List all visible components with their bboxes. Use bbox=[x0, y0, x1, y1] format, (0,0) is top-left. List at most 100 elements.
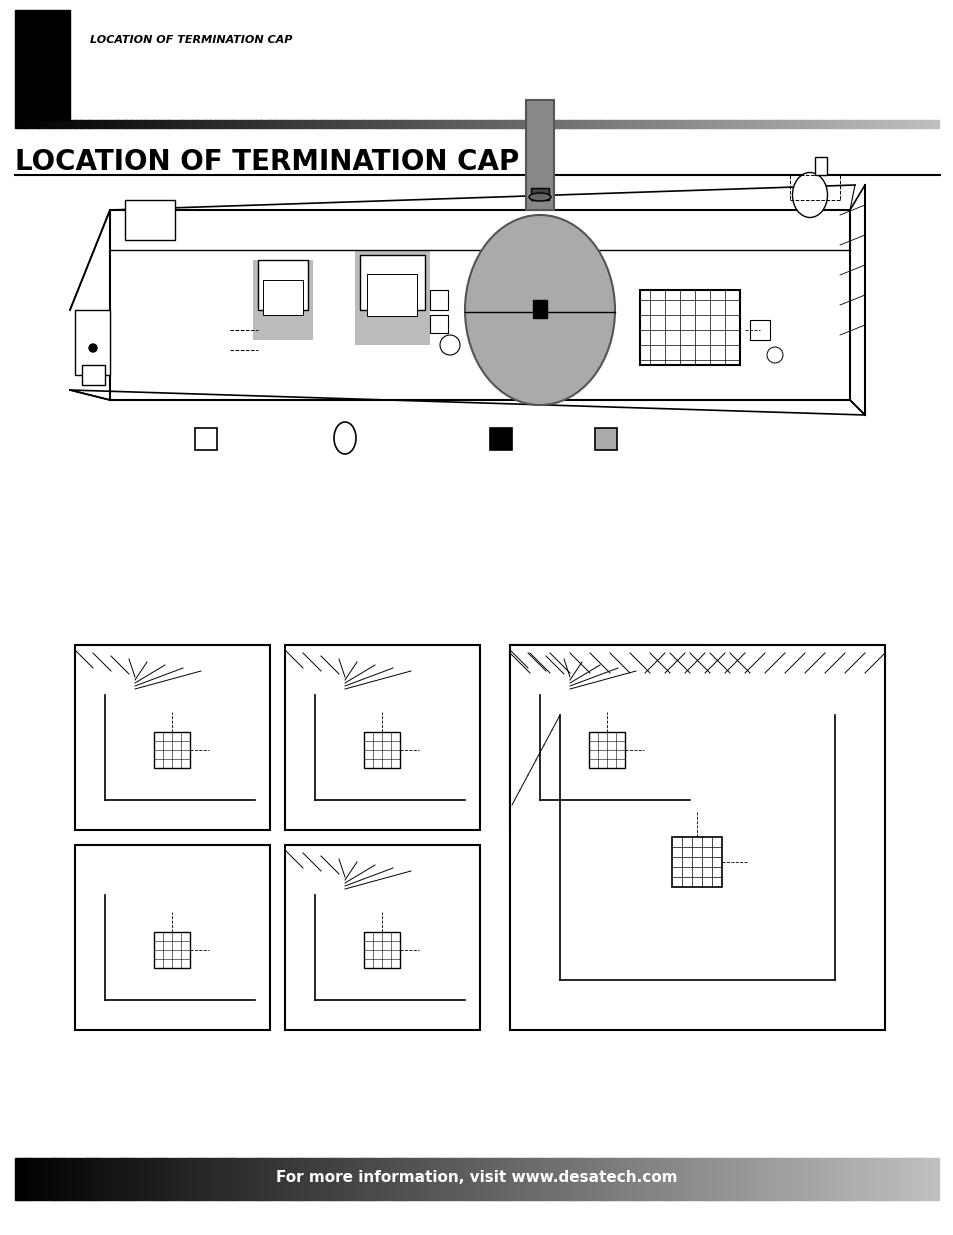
Bar bbox=[639, 290, 740, 366]
Bar bbox=[867, 1158, 871, 1200]
Bar bbox=[38, 120, 43, 128]
Bar bbox=[698, 1158, 700, 1200]
Bar bbox=[580, 1158, 583, 1200]
Bar bbox=[404, 1158, 408, 1200]
Bar bbox=[571, 1158, 575, 1200]
Bar bbox=[432, 1158, 436, 1200]
Bar bbox=[36, 1158, 40, 1200]
Bar bbox=[117, 120, 122, 128]
Bar bbox=[349, 1158, 352, 1200]
Bar bbox=[224, 120, 229, 128]
Bar bbox=[720, 120, 725, 128]
Bar bbox=[701, 120, 706, 128]
Bar bbox=[728, 1158, 732, 1200]
Bar bbox=[410, 1158, 414, 1200]
Bar bbox=[803, 120, 809, 128]
Bar bbox=[583, 1158, 587, 1200]
Bar bbox=[364, 1158, 368, 1200]
Bar bbox=[459, 1158, 463, 1200]
Bar bbox=[546, 1158, 550, 1200]
Bar bbox=[65, 1158, 68, 1200]
Bar bbox=[163, 1158, 167, 1200]
Bar bbox=[671, 837, 721, 887]
Bar bbox=[462, 1158, 466, 1200]
Bar bbox=[915, 120, 920, 128]
Bar bbox=[533, 300, 546, 317]
Bar bbox=[775, 1158, 778, 1200]
Bar bbox=[892, 120, 897, 128]
Bar bbox=[266, 120, 271, 128]
Bar bbox=[688, 1158, 692, 1200]
Bar bbox=[30, 1158, 34, 1200]
Bar bbox=[287, 1158, 291, 1200]
Bar bbox=[641, 1158, 645, 1200]
Bar bbox=[503, 1158, 506, 1200]
Bar bbox=[753, 120, 758, 128]
Bar bbox=[127, 120, 132, 128]
Bar bbox=[231, 1158, 234, 1200]
Bar bbox=[815, 1158, 818, 1200]
Bar bbox=[352, 1158, 355, 1200]
Bar bbox=[604, 120, 609, 128]
Bar bbox=[381, 120, 387, 128]
Bar bbox=[80, 120, 85, 128]
Bar bbox=[385, 1158, 389, 1200]
Bar bbox=[71, 1158, 74, 1200]
Bar bbox=[478, 1158, 481, 1200]
Bar bbox=[499, 1158, 503, 1200]
Bar bbox=[138, 1158, 142, 1200]
Bar bbox=[842, 1158, 846, 1200]
Bar bbox=[904, 1158, 907, 1200]
Bar bbox=[450, 1158, 454, 1200]
Bar bbox=[507, 120, 512, 128]
Bar bbox=[207, 1158, 210, 1200]
Bar bbox=[740, 1158, 744, 1200]
Bar bbox=[910, 1158, 914, 1200]
Bar bbox=[160, 1158, 164, 1200]
Bar bbox=[901, 1158, 904, 1200]
Bar bbox=[632, 120, 637, 128]
Bar bbox=[588, 732, 624, 768]
Bar bbox=[316, 120, 321, 128]
Bar bbox=[200, 1158, 204, 1200]
Bar bbox=[272, 1158, 274, 1200]
Bar bbox=[840, 1158, 842, 1200]
Bar bbox=[302, 1158, 306, 1200]
Bar bbox=[568, 1158, 571, 1200]
Bar bbox=[831, 120, 837, 128]
Bar bbox=[836, 1158, 840, 1200]
Bar bbox=[586, 1158, 590, 1200]
Bar bbox=[182, 1158, 185, 1200]
Bar bbox=[614, 120, 618, 128]
Bar bbox=[530, 120, 535, 128]
Bar bbox=[15, 10, 70, 120]
Bar bbox=[256, 120, 261, 128]
Bar bbox=[577, 120, 581, 128]
Bar bbox=[219, 120, 224, 128]
Bar bbox=[416, 1158, 420, 1200]
Bar bbox=[418, 120, 424, 128]
Bar bbox=[805, 1158, 809, 1200]
Bar bbox=[55, 1158, 59, 1200]
Bar bbox=[409, 120, 415, 128]
Bar bbox=[68, 1158, 71, 1200]
Bar bbox=[725, 1158, 729, 1200]
Bar bbox=[233, 120, 238, 128]
Bar bbox=[841, 120, 845, 128]
Bar bbox=[595, 120, 600, 128]
Bar bbox=[509, 1158, 513, 1200]
Bar bbox=[277, 1158, 281, 1200]
Bar bbox=[268, 1158, 272, 1200]
Bar bbox=[627, 120, 633, 128]
Bar bbox=[187, 120, 192, 128]
Bar bbox=[852, 1158, 855, 1200]
Bar bbox=[433, 120, 437, 128]
Bar bbox=[746, 1158, 750, 1200]
Bar bbox=[73, 1158, 77, 1200]
Bar bbox=[531, 1158, 534, 1200]
Bar bbox=[515, 1158, 518, 1200]
Bar bbox=[344, 120, 350, 128]
Bar bbox=[460, 120, 465, 128]
Bar bbox=[481, 1158, 485, 1200]
Bar bbox=[855, 120, 860, 128]
